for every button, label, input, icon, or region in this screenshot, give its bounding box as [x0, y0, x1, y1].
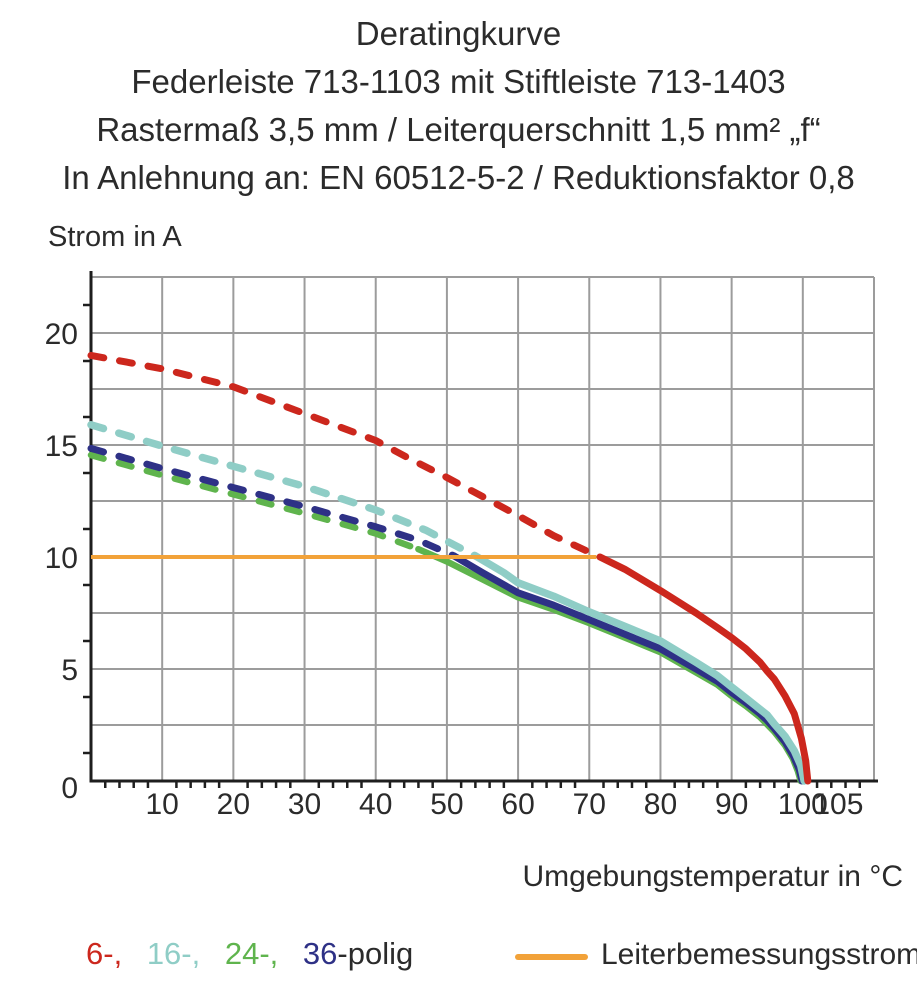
- series-dashed-36-polig: [87, 444, 458, 560]
- y-tick-label: 5: [61, 654, 78, 687]
- y-tick-label: 10: [45, 542, 78, 575]
- legend-suffix: -polig: [337, 936, 414, 971]
- legend-item-6-polig: 6-,: [86, 936, 123, 971]
- y-tick-label: 20: [45, 318, 78, 351]
- x-tick-label: 40: [359, 788, 392, 821]
- title-block: Deratingkurve Federleiste 713-1103 mit S…: [0, 10, 917, 202]
- legend-item-16-polig: 16-,: [146, 936, 201, 971]
- x-tick-label: 90: [715, 788, 748, 821]
- x-axis-title: Umgebungstemperatur in °C: [522, 860, 903, 893]
- chart-subtitle-parts: Federleiste 713-1103 mit Stiftleiste 713…: [131, 63, 786, 100]
- series-dashed-6-polig: [87, 351, 604, 561]
- series-solid-24-polig: [415, 545, 804, 785]
- x-tick-label: 10: [145, 788, 178, 821]
- x-tick-label: 50: [430, 788, 463, 821]
- chart-subtitle-standard: In Anlehnung an: EN 60512-5-2 / Reduktio…: [62, 159, 855, 196]
- series-solid-6-polig: [596, 553, 812, 785]
- chart-title: Deratingkurve: [355, 15, 562, 52]
- y-tick-label: 0: [61, 772, 78, 805]
- x-tick-label: 30: [288, 788, 321, 821]
- chart-subtitle-pitch: Rastermaß 3,5 mm / Leiterquerschnitt 1,5…: [96, 111, 821, 148]
- x-tick-label: 20: [217, 788, 250, 821]
- x-tick-label: 70: [573, 788, 606, 821]
- series-solid-16-polig: [471, 552, 808, 785]
- x-tick-label: 60: [501, 788, 534, 821]
- legend-item-24-polig: 24-,: [224, 936, 279, 971]
- x-tick-label: 100: [778, 788, 828, 821]
- x-tick-label: 105: [813, 788, 863, 821]
- legend-item-36-polig: 36: [302, 936, 338, 971]
- series-dashed-24-polig: [87, 451, 422, 553]
- x-tick-label: 80: [644, 788, 677, 821]
- y-axis-title: Strom in A: [48, 221, 182, 253]
- series-dashed-16-polig: [87, 421, 480, 560]
- legend-pole-counts: 6-, 16-, 24-, 36-polig: [86, 936, 413, 972]
- rated-current-label: Leiterbemessungsstrom: [601, 938, 917, 971]
- rated-current-line-swatch: [515, 954, 588, 960]
- y-tick-label: 15: [45, 430, 78, 463]
